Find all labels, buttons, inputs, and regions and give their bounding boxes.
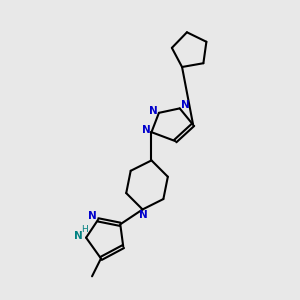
Text: N: N xyxy=(181,100,189,110)
Text: N: N xyxy=(139,210,148,220)
Text: N: N xyxy=(142,125,151,135)
Text: N: N xyxy=(74,231,82,241)
Text: H: H xyxy=(81,225,88,234)
Text: N: N xyxy=(88,211,96,221)
Text: N: N xyxy=(148,106,157,116)
